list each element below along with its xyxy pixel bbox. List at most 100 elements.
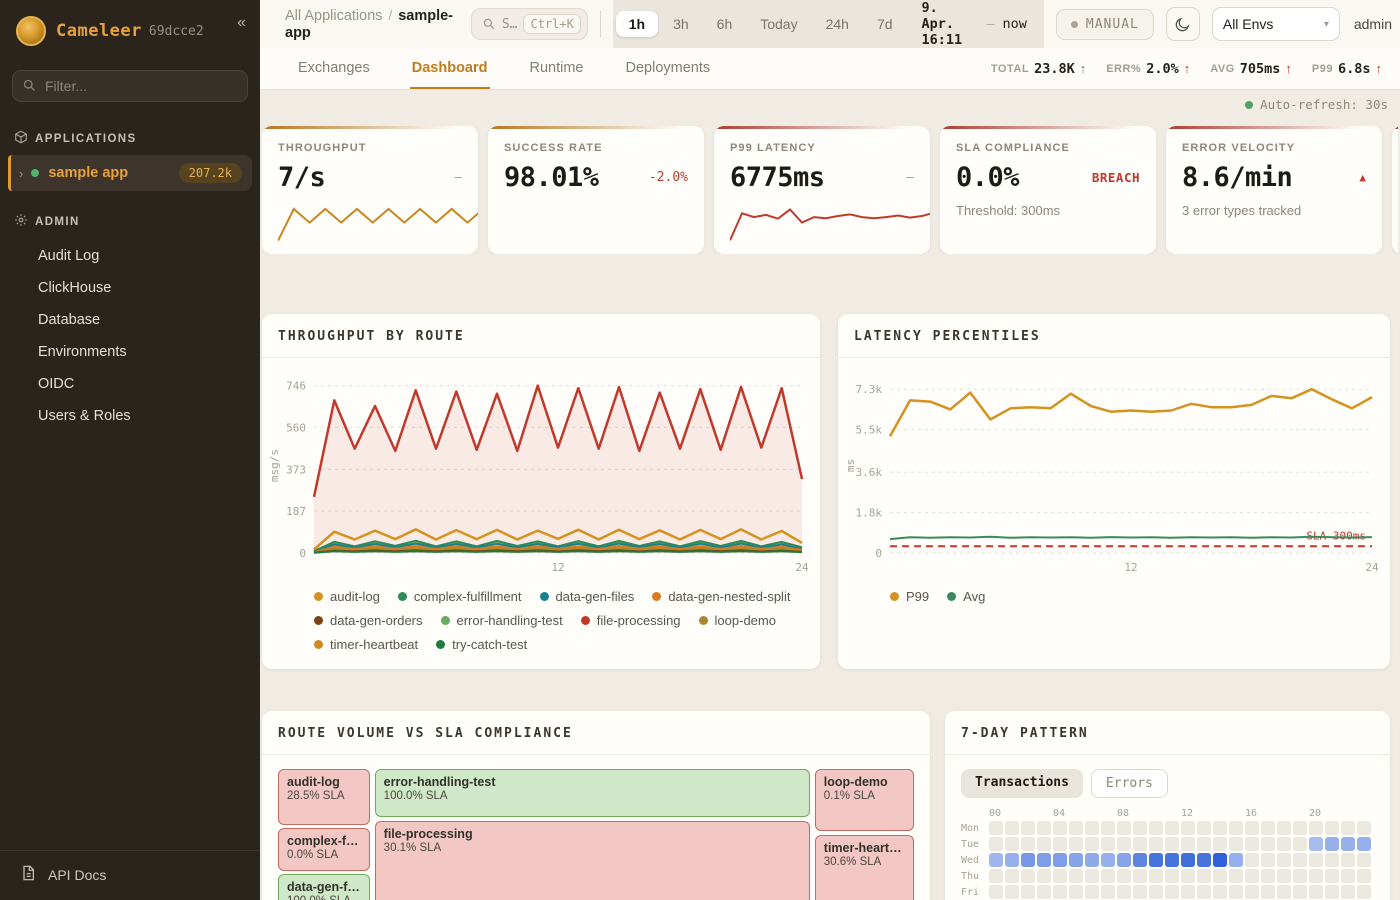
toggle-errors[interactable]: Errors bbox=[1090, 769, 1168, 798]
legend-item[interactable]: data-gen-orders bbox=[314, 613, 423, 628]
applications-section-label: APPLICATIONS bbox=[0, 116, 260, 155]
sidebar-item-audit-log[interactable]: Audit Log bbox=[38, 248, 100, 264]
heatmap-cell bbox=[1053, 837, 1067, 851]
tab-dashboard[interactable]: Dashboard bbox=[409, 48, 490, 89]
heatmap-row: Tue bbox=[961, 837, 1380, 851]
heatmap-cell bbox=[1277, 853, 1291, 867]
breadcrumb-current: sample-app bbox=[285, 8, 454, 41]
heatmap-cell bbox=[1245, 821, 1259, 835]
legend-item[interactable]: P99 bbox=[890, 589, 929, 604]
heatmap-cell bbox=[1197, 869, 1211, 883]
time-range-today[interactable]: Today bbox=[760, 16, 798, 32]
treemap-node[interactable]: complex-fulfillment0.0% SLA bbox=[278, 828, 371, 872]
heatmap-cell bbox=[1037, 821, 1051, 835]
heatmap-cell bbox=[989, 837, 1003, 851]
svg-text:24: 24 bbox=[1365, 561, 1379, 574]
heatmap-cell bbox=[1213, 885, 1227, 899]
legend-dot-icon bbox=[314, 592, 323, 601]
legend-dot-icon bbox=[539, 592, 549, 601]
breach-badge: BREACH bbox=[1091, 170, 1140, 185]
heatmap-cell bbox=[1021, 853, 1035, 867]
heatmap-cell bbox=[1165, 885, 1179, 899]
heatmap-cell bbox=[1341, 853, 1355, 867]
tab-deployments[interactable]: Deployments bbox=[625, 59, 711, 76]
svg-text:0: 0 bbox=[875, 547, 882, 560]
svg-text:12: 12 bbox=[551, 561, 564, 574]
app-status-dot bbox=[31, 169, 40, 177]
legend-item[interactable]: error-handling-test bbox=[440, 613, 563, 628]
sidebar-item-users-roles[interactable]: Users & Roles bbox=[38, 408, 131, 424]
stat-err-pct: ERR% 2.0% ↑ bbox=[1106, 60, 1191, 77]
cube-icon bbox=[14, 130, 28, 147]
panel-route-volume-sla: ROUTE VOLUME VS SLA COMPLIANCE audit-log… bbox=[262, 711, 930, 900]
heatmap-cell bbox=[1165, 853, 1179, 867]
time-range-1h[interactable]: 1h bbox=[615, 11, 659, 37]
panel-throughput-by-route: THROUGHPUT BY ROUTE 0 187 373 560 746 12 24 msg… bbox=[262, 314, 820, 669]
heatmap-cell bbox=[1133, 821, 1147, 835]
heatmap-cell bbox=[1021, 885, 1035, 899]
treemap-node[interactable]: timer-heartbeat30.6% SLA bbox=[814, 834, 914, 900]
treemap-node[interactable]: error-handling-test 100.0% SLA bbox=[374, 769, 811, 818]
heatmap-cell bbox=[989, 853, 1003, 867]
heatmap-cell bbox=[989, 869, 1003, 883]
chevron-right-icon[interactable]: › bbox=[19, 165, 24, 181]
auto-refresh-status: Auto-refresh: 30s bbox=[262, 90, 1398, 116]
kpi-card-success-rate: SUCCESS RATE 98.01% -2.0% bbox=[488, 126, 704, 254]
search-placeholder: S… bbox=[501, 16, 518, 32]
moon-icon bbox=[1174, 16, 1191, 33]
treemap-node[interactable]: loop-demo 0.1% SLA bbox=[814, 769, 914, 832]
heatmap-cell bbox=[1309, 821, 1323, 835]
time-range-7d[interactable]: 7d bbox=[876, 16, 893, 32]
treemap-node[interactable]: file-processing 30.1% SLA bbox=[374, 820, 811, 900]
trend-up-icon: ↑ bbox=[1183, 61, 1191, 76]
breadcrumb-all-applications[interactable]: All Applications bbox=[285, 8, 383, 24]
sidebar-item-database[interactable]: Database bbox=[38, 312, 101, 328]
heatmap-cell bbox=[1165, 869, 1179, 883]
manual-refresh-button[interactable]: MANUAL bbox=[1055, 8, 1154, 40]
heatmap-cell bbox=[1213, 821, 1227, 835]
svg-text:0: 0 bbox=[299, 547, 306, 560]
time-range-3h[interactable]: 3h bbox=[673, 16, 689, 32]
heatmap-cell bbox=[1053, 869, 1067, 883]
toggle-transactions[interactable]: Transactions bbox=[961, 769, 1083, 798]
legend-item[interactable]: audit-log bbox=[314, 589, 380, 604]
legend-item[interactable]: data-gen-nested-split bbox=[652, 589, 790, 604]
heatmap-hour-labels: 00 04 08 12 16 20 bbox=[989, 808, 1322, 819]
legend-item[interactable]: timer-heartbeat bbox=[314, 637, 418, 652]
kpi-card-error-velocity: ERROR VELOCITY 8.6/min ▲ 3 error types t… bbox=[1166, 126, 1382, 254]
heatmap-cell bbox=[1117, 821, 1131, 835]
charts-row: THROUGHPUT BY ROUTE 0 187 373 560 746 12 24 msg… bbox=[262, 314, 1390, 669]
filter-input[interactable] bbox=[12, 70, 248, 102]
seven-day-toggle: Transactions Errors bbox=[961, 769, 1374, 798]
env-filter-select[interactable]: All Envs ▾ bbox=[1211, 7, 1340, 41]
heatmap-row: Mon bbox=[961, 821, 1380, 835]
sidebar-item-api-docs[interactable]: API Docs bbox=[0, 850, 260, 900]
document-icon bbox=[20, 865, 36, 884]
heatmap-cell bbox=[1117, 869, 1131, 883]
custom-date-range[interactable]: 9. Apr. 16:11 — now bbox=[921, 0, 1027, 48]
global-search[interactable]: S… Ctrl+K bbox=[470, 8, 588, 40]
heatmap-cell bbox=[1229, 821, 1243, 835]
sidebar-collapse-icon[interactable]: « bbox=[237, 14, 246, 31]
user-menu[interactable]: admin bbox=[1353, 16, 1392, 32]
heatmap-cell bbox=[1085, 837, 1099, 851]
time-range-6h[interactable]: 6h bbox=[716, 16, 733, 32]
time-range-24h[interactable]: 24h bbox=[825, 16, 849, 32]
legend-item[interactable]: loop-demo bbox=[698, 613, 776, 628]
legend-item[interactable]: data-gen-files bbox=[539, 589, 634, 604]
sidebar-item-oidc[interactable]: OIDC bbox=[38, 376, 75, 392]
sidebar-item-clickhouse[interactable]: ClickHouse bbox=[38, 280, 112, 296]
heatmap-cell bbox=[1261, 869, 1275, 883]
treemap-node[interactable]: audit-log 28.5% SLA bbox=[278, 769, 371, 825]
heatmap-cell bbox=[1213, 837, 1227, 851]
legend-item[interactable]: complex-fulfillment bbox=[397, 589, 522, 604]
tab-runtime[interactable]: Runtime bbox=[529, 59, 584, 76]
sidebar-item-sample-app[interactable]: › sample app 207.2k bbox=[8, 155, 252, 191]
legend-item[interactable]: file-processing bbox=[580, 613, 681, 628]
dark-mode-toggle[interactable] bbox=[1165, 7, 1200, 41]
legend-item[interactable]: Avg bbox=[947, 589, 985, 604]
tab-exchanges[interactable]: Exchanges bbox=[298, 59, 370, 76]
treemap-node[interactable]: data-gen-files100.0% SLA bbox=[278, 874, 371, 900]
legend-item[interactable]: try-catch-test bbox=[436, 637, 527, 652]
sidebar-item-environments[interactable]: Environments bbox=[38, 344, 127, 360]
